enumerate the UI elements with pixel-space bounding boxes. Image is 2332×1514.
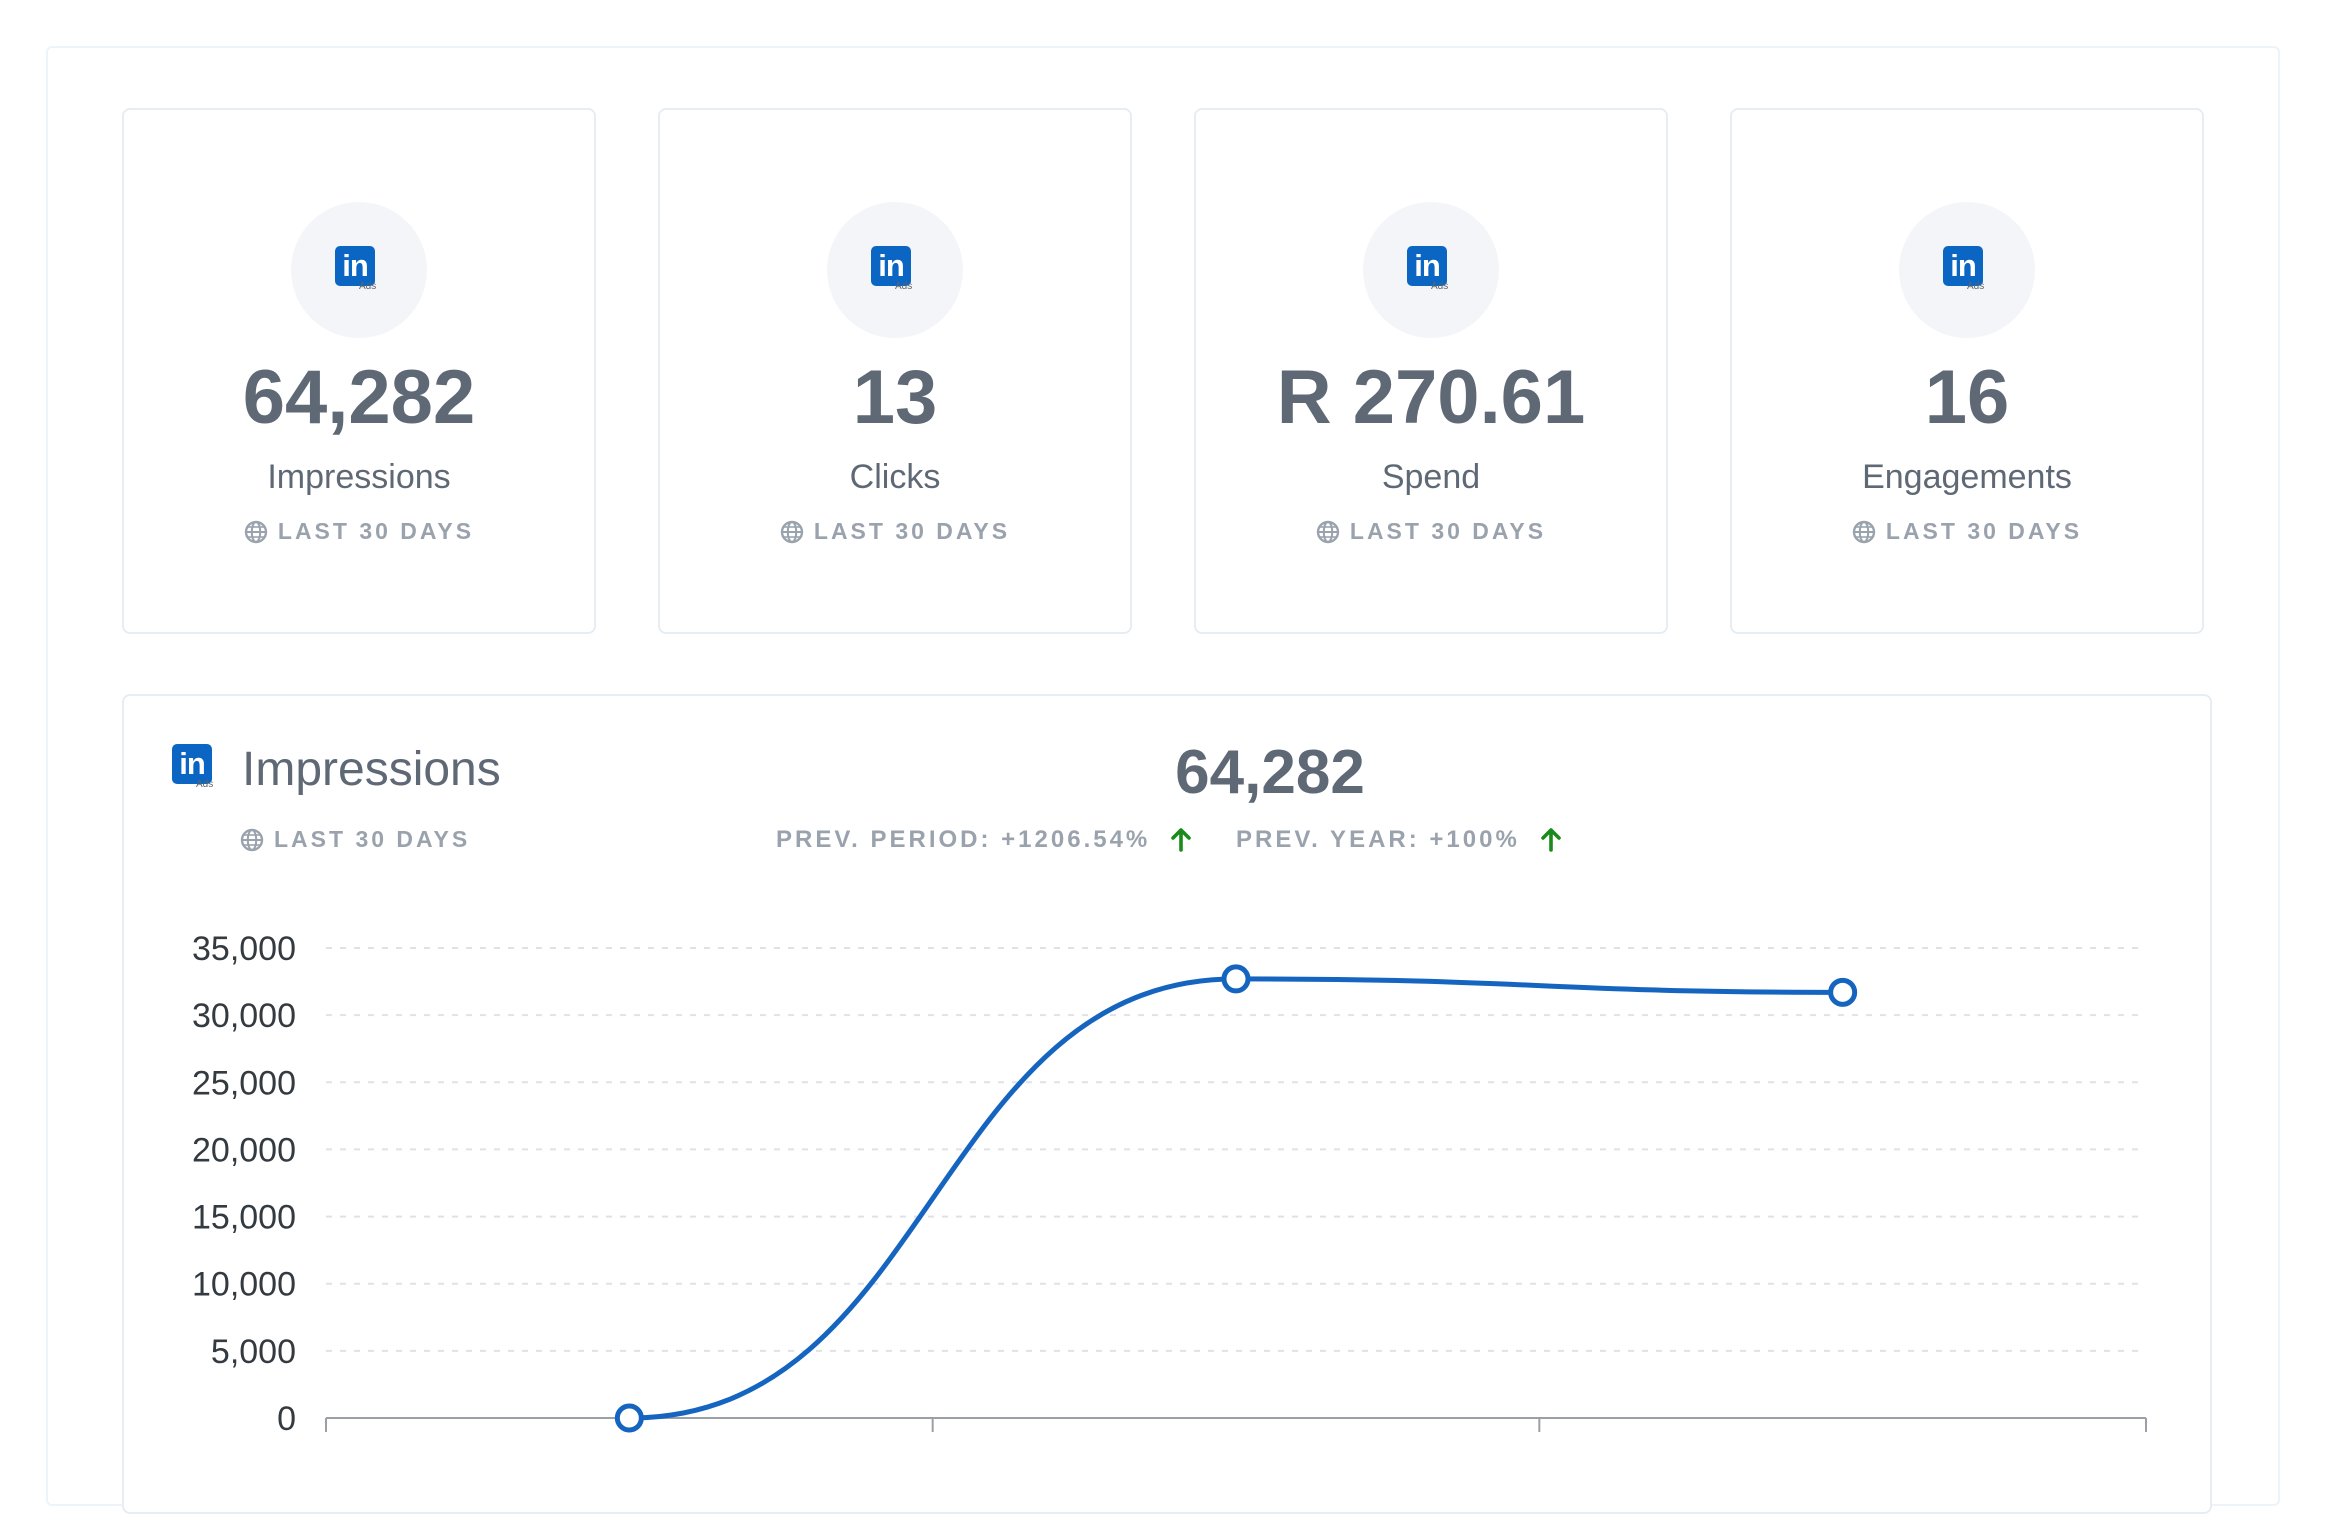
linkedin-logo-icon: in xyxy=(871,246,911,286)
y-tick-label: 15,000 xyxy=(192,1199,296,1237)
y-tick-label: 5,000 xyxy=(211,1333,296,1371)
arrow-up-icon xyxy=(1540,828,1561,852)
linkedin-ads-icon: in Ads xyxy=(1899,202,2035,338)
kpi-label: Impressions xyxy=(267,458,451,496)
ads-label: Ads xyxy=(1431,281,1449,292)
globe-icon xyxy=(780,520,804,543)
globe-icon xyxy=(240,828,264,851)
kpi-value: 16 xyxy=(1924,355,2010,440)
kpi-value: 64,282 xyxy=(242,355,476,440)
y-tick-label: 20,000 xyxy=(192,1131,296,1169)
chart-period: LAST 30 DAYS xyxy=(240,826,470,853)
kpi-card-engagements[interactable]: in Ads 16 Engagements LAST 30 DAYS xyxy=(1730,108,2204,634)
data-point xyxy=(1221,964,1251,994)
y-tick-label: 30,000 xyxy=(192,997,296,1035)
kpi-period-label: LAST 30 DAYS xyxy=(1349,518,1547,544)
kpi-period: LAST 30 DAYS xyxy=(124,518,594,545)
chart-title: Impressions xyxy=(242,743,501,796)
kpi-label: Spend xyxy=(1381,458,1481,496)
impressions-line-chart: 35,000 30,000 25,000 20,000 15,000 10,000 5,00… xyxy=(192,930,2147,1438)
kpi-value: R 270.61 xyxy=(1276,355,1586,440)
linkedin-ads-icon: in Ads xyxy=(827,202,963,338)
arrow-up-icon xyxy=(1171,828,1192,852)
impressions-chart-card: in Ads Impressions LAST 30 DAYS 64,282 P… xyxy=(122,694,2212,1514)
y-tick-label: 10,000 xyxy=(192,1266,296,1304)
impressions-series-line xyxy=(629,976,1843,1421)
kpi-period: LAST 30 DAYS xyxy=(660,518,1130,545)
y-tick-label: 35,000 xyxy=(192,930,296,968)
ads-label: Ads xyxy=(359,281,377,292)
prev-year-label: PREV. YEAR: +100% xyxy=(1236,826,1520,853)
kpi-period-label: LAST 30 DAYS xyxy=(277,518,475,544)
prev-period-comparison: PREV. PERIOD: +1206.54% xyxy=(776,826,1194,854)
y-tick-label: 0 xyxy=(277,1400,296,1438)
globe-icon xyxy=(244,520,268,543)
prev-period-label: PREV. PERIOD: +1206.54% xyxy=(776,826,1151,853)
kpi-period-label: LAST 30 DAYS xyxy=(813,518,1011,544)
ads-label: Ads xyxy=(1967,281,1985,292)
globe-icon xyxy=(1852,520,1876,543)
kpi-period-label: LAST 30 DAYS xyxy=(1885,518,2083,544)
chart-period-label: LAST 30 DAYS xyxy=(274,826,471,852)
data-point xyxy=(614,1403,644,1433)
linkedin-logo-icon: in xyxy=(1943,246,1983,286)
prev-year-comparison: PREV. YEAR: +100% xyxy=(1236,826,1564,854)
kpi-card-impressions[interactable]: in Ads 64,282 Impressions LAST 30 DAYS xyxy=(122,108,596,634)
kpi-value: 13 xyxy=(852,355,938,440)
linkedin-ads-icon: in Ads xyxy=(291,202,427,338)
linkedin-logo-icon: in xyxy=(1407,246,1447,286)
kpi-period: LAST 30 DAYS xyxy=(1732,518,2202,545)
linkedin-logo-icon: in xyxy=(335,246,375,286)
kpi-card-clicks[interactable]: in Ads 13 Clicks LAST 30 DAYS xyxy=(658,108,1132,634)
ads-label: Ads xyxy=(895,281,913,292)
kpi-label: Clicks xyxy=(849,458,941,496)
ads-label: Ads xyxy=(196,779,214,790)
y-tick-label: 25,000 xyxy=(192,1064,296,1102)
chart-total-value: 64,282 xyxy=(1175,738,1365,807)
kpi-period: LAST 30 DAYS xyxy=(1196,518,1666,545)
data-point xyxy=(1828,977,1858,1007)
kpi-card-spend[interactable]: in Ads R 270.61 Spend LAST 30 DAYS xyxy=(1194,108,1668,634)
linkedin-logo-icon: in xyxy=(172,744,212,784)
linkedin-ads-icon: in Ads xyxy=(1363,202,1499,338)
kpi-label: Engagements xyxy=(1862,458,2072,496)
globe-icon xyxy=(1316,520,1340,543)
